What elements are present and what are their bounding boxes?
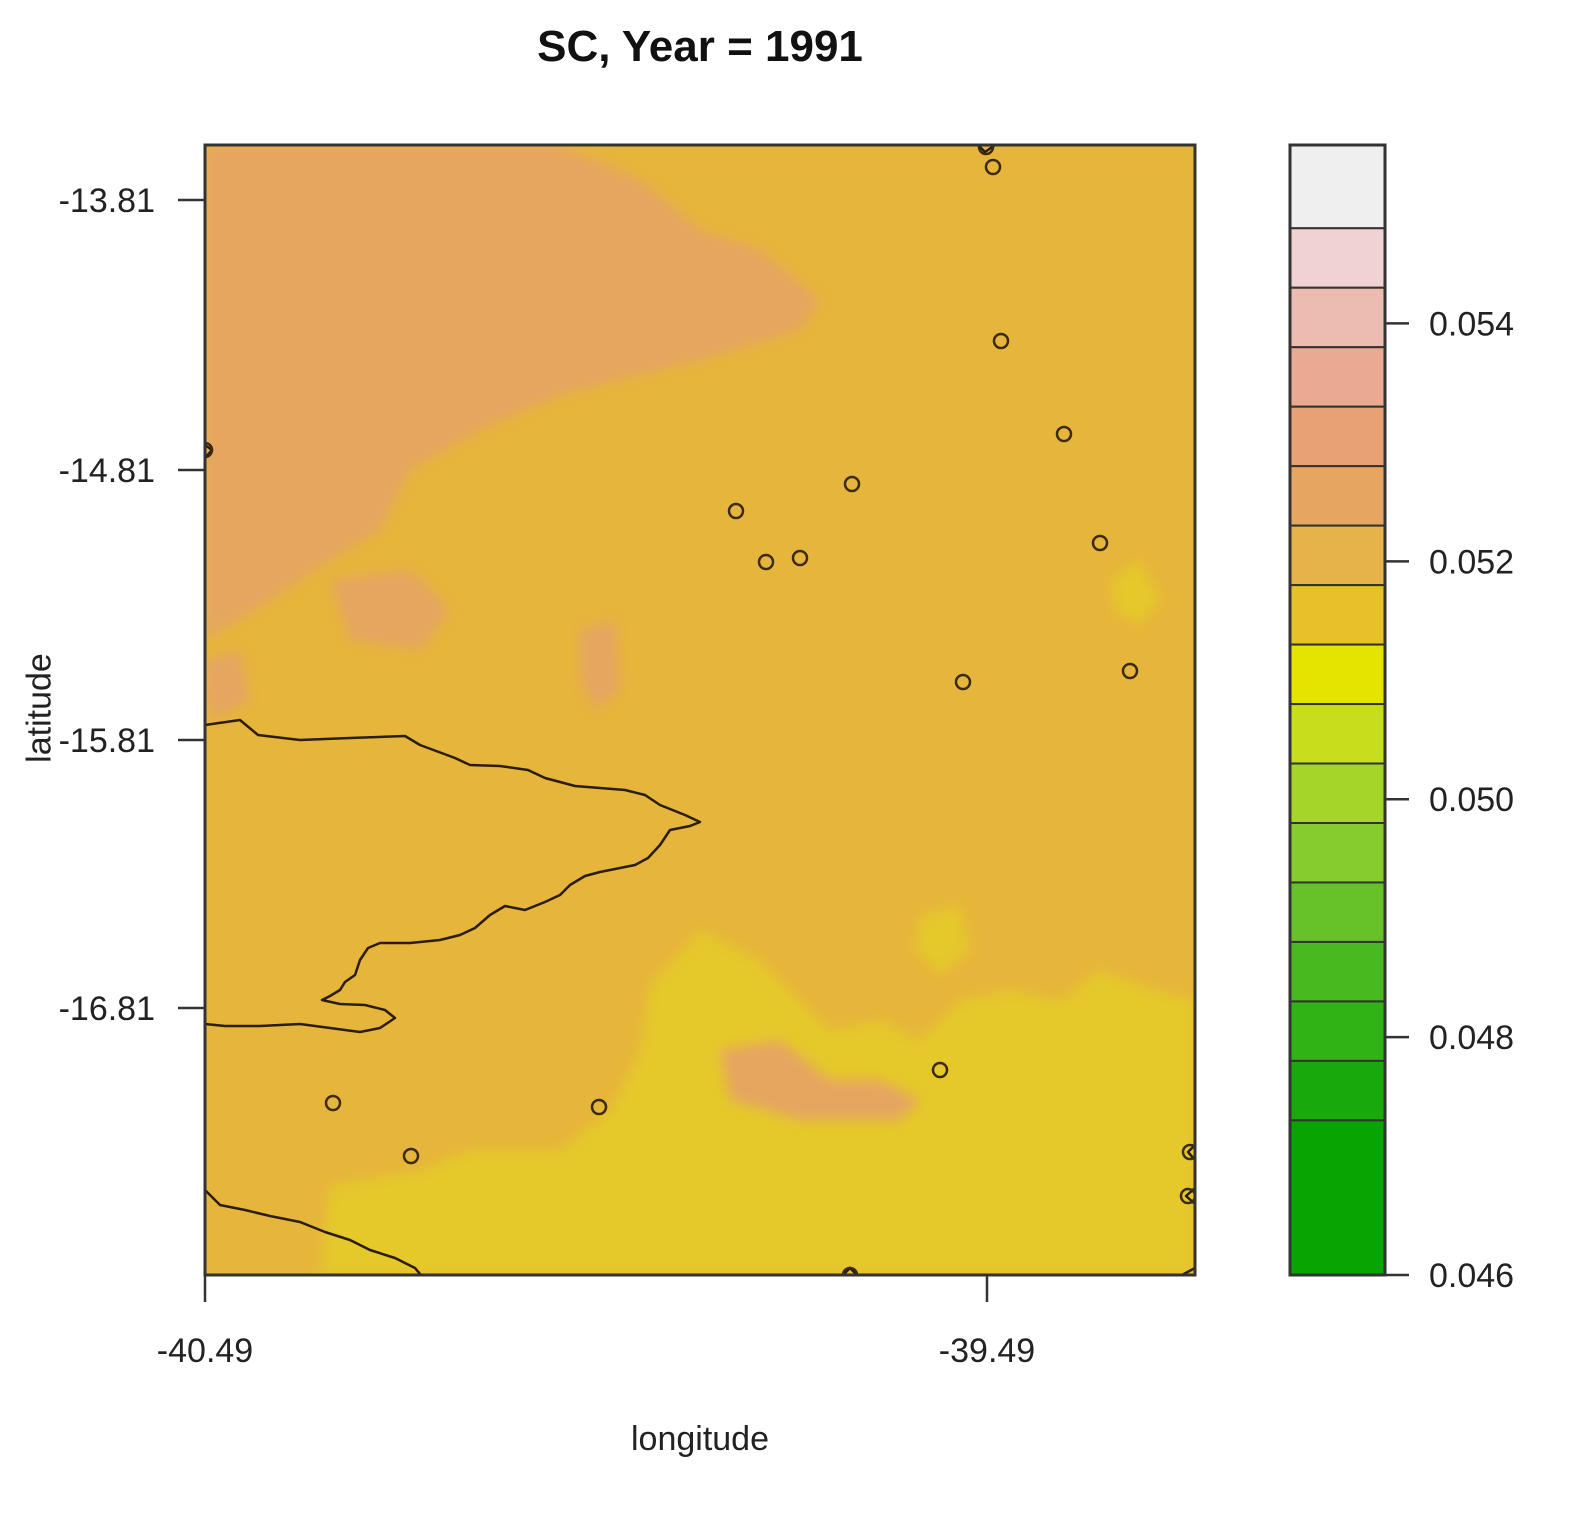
colorbar: 0.054 0.052 0.050 0.048 0.046: [1288, 143, 1514, 1295]
colorbar-band: [1289, 227, 1386, 289]
state-boundary-line: [205, 718, 702, 1034]
colorbar-tick-label: 0.046: [1429, 1257, 1514, 1295]
colorbar-tick-label: 0.048: [1429, 1019, 1514, 1057]
x-axis-ticks: -40.49 -39.49: [157, 1275, 1035, 1370]
station-marker: [843, 475, 861, 493]
station-markers: [205, 145, 1195, 1275]
warm-zone-small-3: [205, 650, 250, 720]
station-marker: [977, 145, 995, 156]
warm-zone-small-4: [230, 510, 280, 575]
station-marker: [841, 1266, 859, 1275]
colorbar-band: [1289, 584, 1386, 646]
warm-zone-small-1: [330, 570, 450, 650]
edge-mark-top: [977, 145, 996, 154]
colorbar-band: [1289, 286, 1386, 349]
interpolated-field: [205, 145, 1195, 1275]
station-marker: [1121, 662, 1139, 680]
colorbar-tick-label: 0.050: [1429, 781, 1514, 819]
warm-zone-small-2: [580, 620, 620, 710]
station-marker: [727, 502, 745, 520]
colorbar-segments: [1289, 144, 1386, 1276]
colorbar-band: [1289, 405, 1386, 468]
yellow-zone-center: [915, 905, 970, 975]
colorbar-frame: [1288, 143, 1387, 1277]
y-tick-label: -15.81: [59, 722, 155, 760]
station-marker: [931, 1061, 949, 1079]
station-marker: [1055, 425, 1073, 443]
southern-boundary-line: [205, 1189, 423, 1275]
colorbar-band: [1289, 465, 1386, 527]
x-tick-label: -40.49: [157, 1332, 253, 1370]
colorbar-ticks: 0.054 0.052 0.050 0.048 0.046: [1385, 305, 1514, 1295]
y-tick-label: -14.81: [59, 452, 155, 490]
station-marker: [992, 332, 1010, 350]
station-marker: [757, 553, 775, 571]
colorbar-band: [1289, 346, 1386, 408]
colorbar-band: [1289, 881, 1386, 943]
station-marker: [1179, 1187, 1195, 1205]
colorbar-band: [1289, 1000, 1386, 1062]
station-marker: [402, 1147, 420, 1165]
colorbar-band: [1289, 643, 1386, 706]
colorbar-band: [1289, 940, 1386, 1003]
station-marker: [791, 549, 809, 567]
warm-inner-south: [720, 1040, 920, 1120]
colorbar-tick-label: 0.052: [1429, 543, 1514, 581]
station-marker: [954, 673, 972, 691]
colorbar-band: [1289, 144, 1386, 230]
y-axis-ticks: -13.81 -14.81 -15.81 -16.81: [59, 182, 205, 1028]
station-marker: [324, 1094, 342, 1112]
station-marker: [984, 158, 1002, 176]
colorbar-band: [1289, 1119, 1386, 1276]
y-tick-label: -16.81: [59, 990, 155, 1028]
x-tick-label: -39.49: [939, 1332, 1035, 1370]
station-marker: [590, 1098, 608, 1116]
colorbar-band: [1289, 762, 1386, 824]
warm-zone-upper-left: [205, 145, 820, 640]
yellow-zone-east: [1110, 560, 1160, 625]
colorbar-tick-label: 0.054: [1429, 305, 1514, 343]
plot-frame: [203, 143, 1197, 1277]
station-marker: [1181, 1143, 1195, 1161]
station-marker: [205, 441, 214, 459]
y-tick-label: -13.81: [59, 182, 155, 220]
colorbar-band: [1289, 524, 1386, 587]
map-title: SC, Year = 1991: [537, 22, 863, 71]
colorbar-band: [1289, 822, 1386, 884]
x-axis-label: longitude: [630, 1420, 769, 1458]
colorbar-band: [1289, 703, 1386, 765]
colorbar-band: [1289, 1059, 1386, 1122]
station-marker: [1091, 534, 1109, 552]
